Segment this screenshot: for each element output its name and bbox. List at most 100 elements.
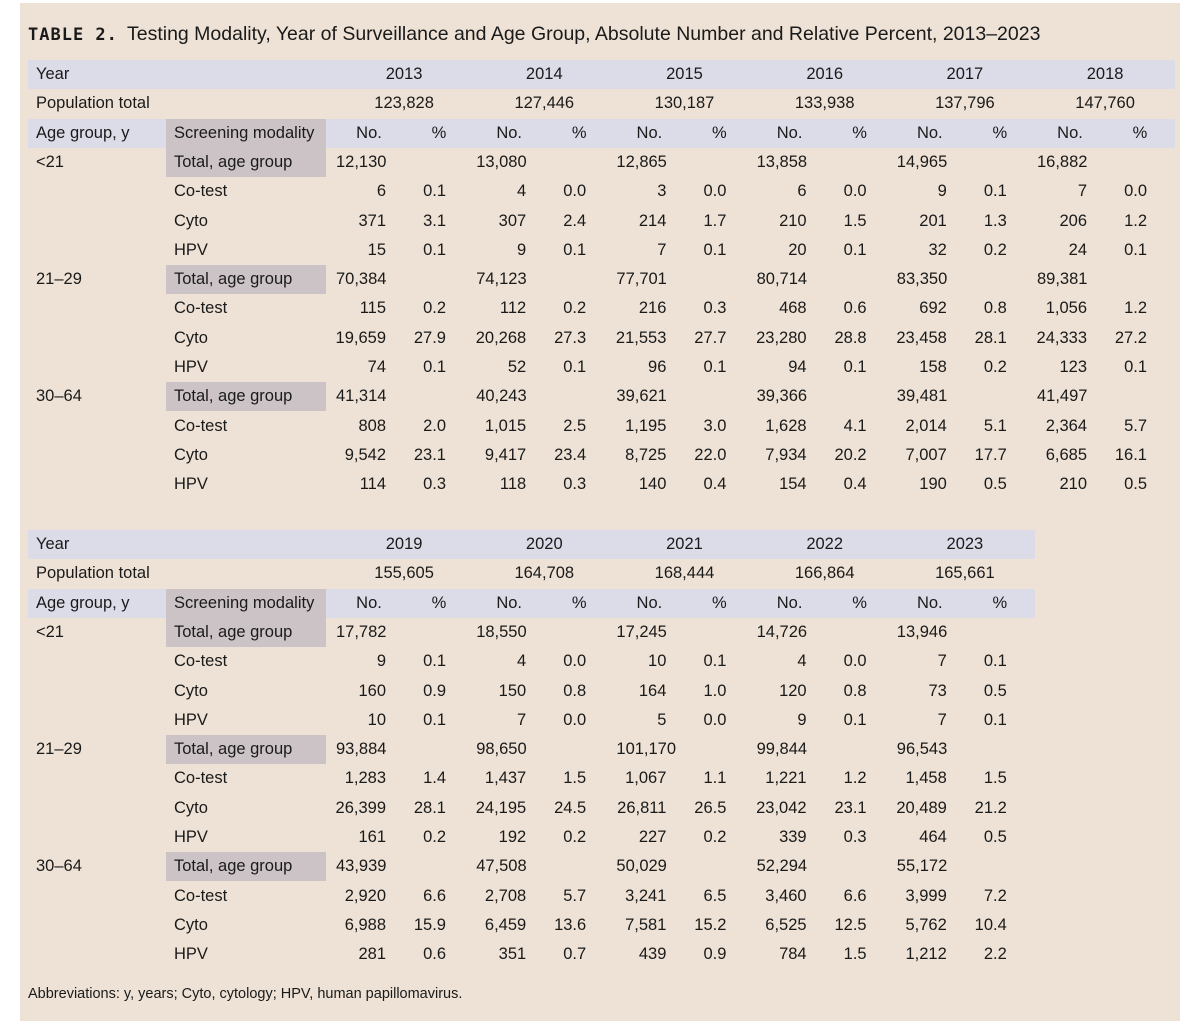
- age-total-row: 30–64 Total, age group 41,314 40,243 39,621 3…: [28, 382, 1175, 412]
- modality-label: Total, age group: [174, 387, 293, 406]
- table-row: Cyto 160 0.9 150 0.8 164 1.0 120 0.8 73 0.5: [28, 677, 1035, 706]
- percent-value: 26.5: [694, 798, 727, 817]
- percent-value: 10.4: [974, 915, 1007, 934]
- percent-value: 0.1: [563, 358, 587, 376]
- pct-header: %: [571, 593, 587, 612]
- count-value: 1,628: [765, 416, 807, 435]
- year-heading: 2014: [525, 65, 563, 83]
- count-value: 6: [797, 182, 807, 201]
- population-value: 168,444: [654, 564, 715, 583]
- table-row: Co-test 115 0.2 112 0.2 216 0.3 468 0.6 692 0.8 1,0…: [28, 294, 1175, 323]
- count-value: 10: [367, 710, 386, 729]
- modality-label: Cyto: [174, 445, 208, 464]
- percent-value: 0.1: [703, 358, 727, 376]
- age-group-label: 30–64: [36, 387, 82, 406]
- count-value: 7: [1077, 182, 1087, 201]
- percent-value: 0.5: [983, 681, 1007, 700]
- count-value: 9: [797, 710, 807, 729]
- count-value: 7: [657, 240, 667, 259]
- percent-value: 0.1: [983, 652, 1007, 671]
- count-value: 6,685: [1045, 445, 1087, 464]
- percent-value: 28.8: [834, 328, 867, 347]
- age-total-row: <21 Total, age group 17,782 18,550 17,245 14,…: [28, 617, 1035, 647]
- population-value: 137,796: [935, 94, 995, 113]
- year-header-row: Year 2019 2020 2021 2022 2023: [28, 530, 1035, 559]
- table-row: HPV 74 0.1 52 0.1 96 0.1 94 0.1 158 0.2 123 0.1: [28, 353, 1175, 382]
- pct-header: %: [571, 123, 587, 142]
- pct-header: %: [712, 593, 727, 612]
- count-value: 1,437: [484, 769, 527, 788]
- age-group-header: Age group, y: [36, 593, 130, 612]
- percent-value: 20.2: [834, 445, 867, 464]
- year-label: Year: [36, 535, 70, 553]
- count-value: 20,489: [896, 798, 947, 817]
- count-value: 9: [376, 652, 386, 671]
- count-value: 468: [779, 299, 807, 318]
- modality-label: Co-test: [174, 886, 228, 905]
- modality-label: Co-test: [174, 416, 228, 435]
- year-heading: 2022: [806, 535, 844, 553]
- no-header: No.: [776, 123, 803, 142]
- population-total-label: Population total: [36, 94, 150, 113]
- age-group-label: 30–64: [36, 857, 82, 876]
- table-row: Cyto 19,659 27.9 20,268 27.3 21,553 27.7 23,280…: [28, 324, 1175, 353]
- count-value: 692: [919, 299, 947, 318]
- total-count: 12,130: [336, 152, 387, 171]
- modality-label: HPV: [174, 945, 208, 964]
- no-header: No.: [356, 123, 382, 142]
- modality-label: Co-test: [174, 299, 228, 318]
- percent-value: 0.3: [703, 299, 727, 318]
- percent-value: 23.1: [834, 798, 867, 817]
- table-row: Cyto 6,988 15.9 6,459 13.6 7,581 15.2 6,525 12.5…: [28, 911, 1035, 940]
- table-row: Co-test 9 0.1 4 0.0 10 0.1 4 0.0 7 0.1: [28, 647, 1035, 676]
- age-total-row: 30–64 Total, age group 43,939 47,508 50,029 5…: [28, 852, 1035, 882]
- count-value: 464: [919, 828, 947, 846]
- total-count: 13,080: [476, 152, 527, 171]
- count-value: 190: [919, 475, 947, 494]
- count-value: 154: [779, 475, 807, 494]
- modality-label: HPV: [174, 710, 208, 729]
- total-count: 96,543: [896, 740, 948, 759]
- count-value: 3,460: [765, 886, 807, 905]
- percent-value: 0.2: [983, 240, 1007, 259]
- modality-label: Total, age group: [174, 270, 293, 289]
- percent-value: 23.1: [413, 445, 446, 464]
- percent-value: 0.1: [423, 652, 446, 671]
- percent-value: 5.7: [563, 886, 587, 905]
- total-count: 17,782: [336, 622, 387, 641]
- column-header-row: Age group, y Screening modality No.% No.% No…: [28, 118, 1176, 148]
- percent-value: 0.1: [843, 358, 867, 376]
- count-value: 23,458: [896, 328, 947, 347]
- percent-value: 0.0: [703, 182, 727, 201]
- abbreviations-footnote: Abbreviations: y, years; Cyto, cytology;…: [28, 986, 463, 1002]
- total-count: 77,701: [616, 270, 667, 289]
- year-heading: 2015: [666, 65, 703, 83]
- age-total-row: <21 Total, age group 12,130 13,080 12,865 13,…: [28, 147, 1175, 177]
- total-count: 39,481: [896, 387, 948, 406]
- count-value: 7: [517, 710, 527, 729]
- total-count: 16,882: [1037, 152, 1088, 171]
- total-count: 55,172: [896, 857, 948, 876]
- percent-value: 0.1: [983, 710, 1007, 729]
- count-value: 2,708: [484, 886, 527, 905]
- count-value: 206: [1059, 211, 1087, 230]
- percent-value: 0.0: [563, 182, 587, 201]
- percent-value: 0.8: [983, 299, 1007, 318]
- year-heading: 2017: [946, 65, 984, 83]
- percent-value: 0.2: [703, 828, 727, 846]
- percent-value: 0.4: [703, 475, 727, 494]
- total-count: 50,029: [616, 857, 667, 876]
- count-value: 140: [638, 475, 667, 494]
- total-label-bg: [166, 147, 326, 177]
- column-header-row: Age group, y Screening modality No.% No.% No…: [28, 588, 1035, 618]
- table-row: Cyto 371 3.1 307 2.4 214 1.7 210 1.5 201 1.3 206 1.2: [28, 207, 1175, 236]
- percent-value: 0.1: [843, 240, 867, 259]
- percent-value: 0.9: [703, 945, 727, 964]
- count-value: 123: [1059, 358, 1087, 376]
- percent-value: 27.3: [554, 328, 587, 347]
- percent-value: 12.5: [834, 915, 867, 934]
- modality-label: Cyto: [174, 681, 208, 700]
- percent-value: 27.2: [1114, 328, 1147, 347]
- percent-value: 0.0: [843, 652, 867, 671]
- percent-value: 21.2: [974, 798, 1007, 817]
